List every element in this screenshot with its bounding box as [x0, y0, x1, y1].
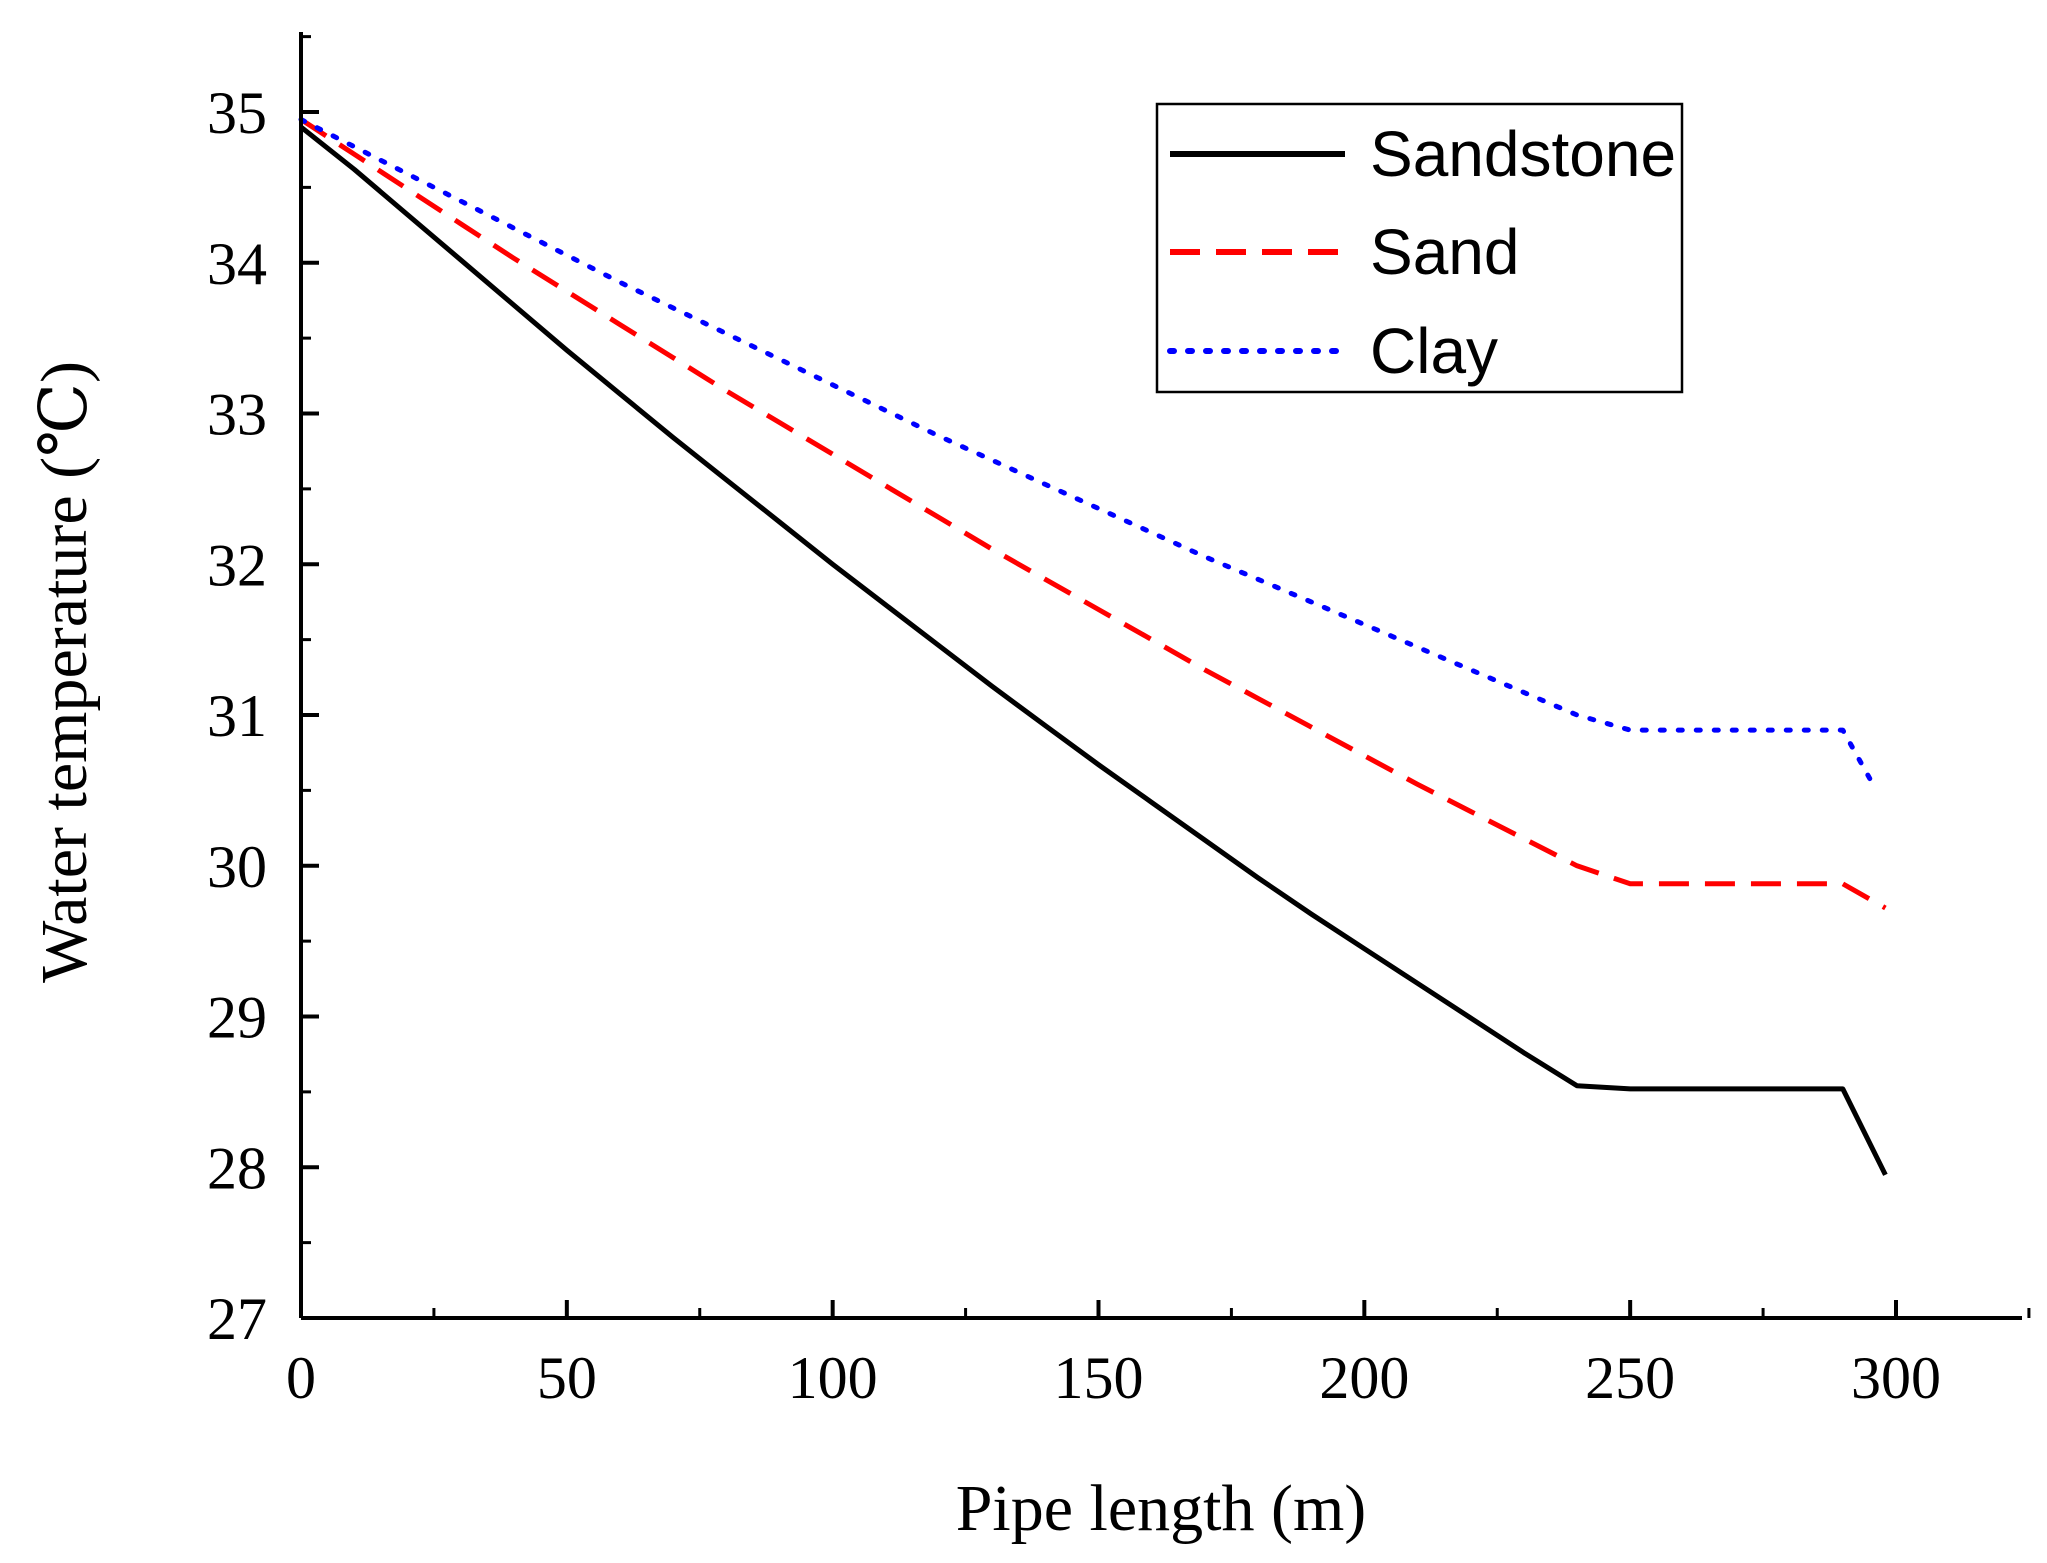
x-tick-label: 50: [537, 1345, 597, 1411]
legend-label-sand: Sand: [1370, 216, 1519, 288]
y-tick-label: 27: [207, 1286, 267, 1352]
x-tick-label: 100: [788, 1345, 878, 1411]
tick-labels: 0 50 100 150 200 250 300 27 28 29 30 31 32 33 34 35: [207, 80, 1941, 1411]
x-axis-title: Pipe length (m): [956, 1472, 1367, 1545]
series-line-sand: [299, 117, 1887, 911]
legend: Sandstone Sand Clay: [1155, 102, 1684, 394]
y-tick-label: 33: [207, 382, 267, 448]
x-tick-label: 300: [1851, 1345, 1941, 1411]
y-tick-label: 35: [207, 80, 267, 146]
y-tick-label: 34: [207, 231, 267, 297]
legend-label-clay: Clay: [1370, 315, 1498, 387]
y-tick-label: 29: [207, 985, 267, 1051]
y-tick-label: 32: [207, 532, 267, 598]
legend-label-sandstone: Sandstone: [1370, 118, 1676, 190]
x-tick-label: 0: [286, 1345, 316, 1411]
series-line-clay: [298, 117, 1878, 790]
x-tick-label: 250: [1585, 1345, 1675, 1411]
axes: [299, 32, 2022, 1320]
plot-area: [298, 117, 1888, 1176]
y-tick-label: 30: [207, 834, 267, 900]
x-tick-label: 200: [1319, 1345, 1409, 1411]
y-tick-label: 31: [207, 683, 267, 749]
y-tick-label: 28: [207, 1135, 267, 1201]
series-line-sandstone: [299, 125, 1888, 1176]
y-axis-title: Water temperature (℃): [28, 361, 101, 983]
ticks: [299, 35, 2031, 1320]
x-tick-label: 150: [1054, 1345, 1144, 1411]
